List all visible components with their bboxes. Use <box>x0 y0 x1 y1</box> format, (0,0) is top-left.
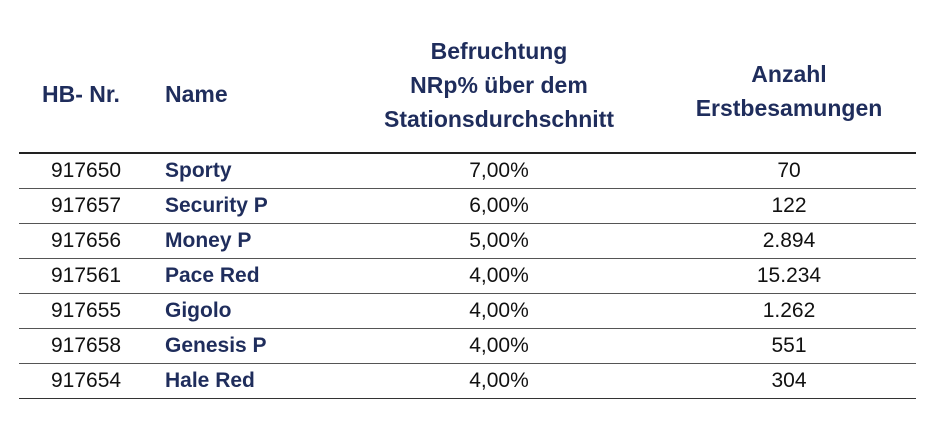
cell-hb-nr: 917657 <box>51 194 122 217</box>
header-name: Name <box>165 81 228 107</box>
table-row: 917658 Genesis P 4,00% 551 <box>19 329 916 364</box>
table-row: 917655 Gigolo 4,00% 1.262 <box>19 294 916 329</box>
cell-befruchtung: 4,00% <box>469 334 529 357</box>
header-befruchtung-line2: NRp% über dem <box>410 72 588 98</box>
cell-befruchtung: 6,00% <box>469 194 529 217</box>
cell-name: Genesis P <box>165 334 267 357</box>
cell-hb-nr: 917656 <box>51 229 122 252</box>
cell-anzahl: 1.262 <box>762 299 816 322</box>
cell-anzahl: 304 <box>771 369 807 392</box>
cell-befruchtung: 7,00% <box>469 159 529 182</box>
header-anzahl: Anzahl Erstbesamungen <box>659 57 919 125</box>
cell-anzahl: 70 <box>777 159 801 182</box>
cell-anzahl: 122 <box>771 194 807 217</box>
cell-befruchtung: 4,00% <box>469 299 529 322</box>
cell-hb-nr: 917650 <box>51 159 122 182</box>
cell-hb-nr: 917561 <box>51 264 122 287</box>
cell-anzahl: 2.894 <box>762 229 816 252</box>
cell-hb-nr: 917658 <box>51 334 122 357</box>
cell-name: Hale Red <box>165 369 255 392</box>
table-row: 917656 Money P 5,00% 2.894 <box>19 224 916 259</box>
cell-name: Money P <box>165 229 252 252</box>
header-befruchtung-line3: Stationsdurchschnitt <box>383 106 614 132</box>
table-row: 917654 Hale Red 4,00% 304 <box>19 364 916 399</box>
cell-befruchtung: 4,00% <box>469 369 529 392</box>
cell-name: Sporty <box>165 159 232 182</box>
header-befruchtung-line1: Befruchtung <box>430 38 568 64</box>
table-row: 917657 Security P 6,00% 122 <box>19 189 916 224</box>
cell-anzahl: 551 <box>771 334 807 357</box>
cell-anzahl: 15.234 <box>756 264 822 287</box>
bull-table: HB- Nr. Name Befruchtung NRp% über dem S… <box>19 30 916 399</box>
cell-name: Gigolo <box>165 299 232 322</box>
header-befruchtung: Befruchtung NRp% über dem Stationsdurchs… <box>359 34 639 136</box>
table-header: HB- Nr. Name Befruchtung NRp% über dem S… <box>19 30 916 154</box>
cell-hb-nr: 917655 <box>51 299 122 322</box>
cell-name: Security P <box>165 194 268 217</box>
cell-hb-nr: 917654 <box>51 369 122 392</box>
table-row: 917561 Pace Red 4,00% 15.234 <box>19 259 916 294</box>
header-hb-nr: HB- Nr. <box>42 81 120 107</box>
cell-befruchtung: 5,00% <box>469 229 529 252</box>
cell-name: Pace Red <box>165 264 260 287</box>
cell-befruchtung: 4,00% <box>469 264 529 287</box>
header-anzahl-line1: Anzahl <box>751 61 827 87</box>
header-anzahl-line2: Erstbesamungen <box>695 95 883 121</box>
table-row: 917650 Sporty 7,00% 70 <box>19 154 916 189</box>
